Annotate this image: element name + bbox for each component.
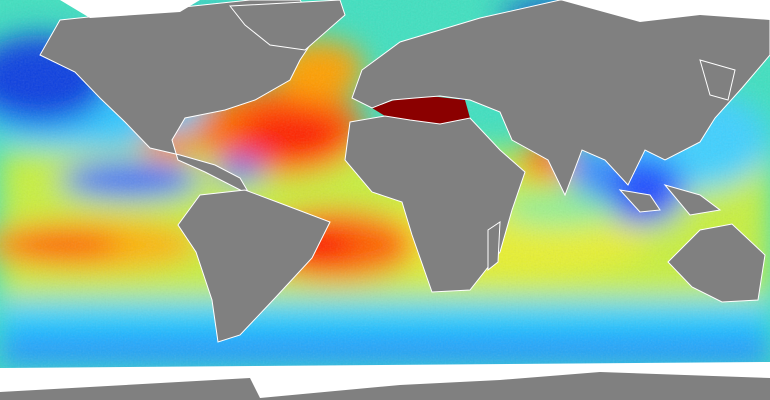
antarctica [0,372,770,400]
arctic-ice [60,0,770,22]
madagascar [487,221,501,272]
australia [667,223,766,303]
mediterranean [372,96,470,124]
greenland [229,0,346,51]
south-america [177,189,331,343]
land [39,0,770,343]
africa [344,115,526,293]
islands [618,59,736,216]
eurasia [351,0,770,197]
